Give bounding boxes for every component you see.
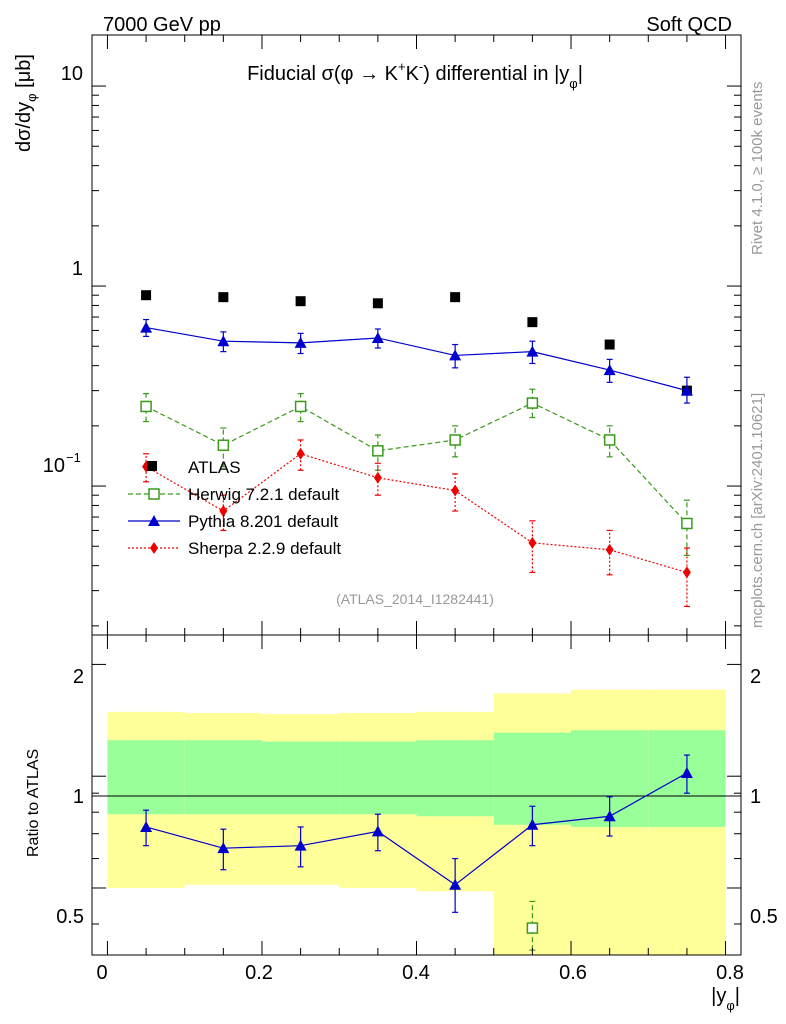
ratio-band-inner: [416, 740, 494, 817]
herwig-ratio-point: [526, 922, 539, 934]
main-y-axis-label: dσ/dyφ [μb]: [13, 54, 39, 152]
legend-label-atlas: ATLAS: [188, 458, 241, 477]
herwig-data-point: [217, 439, 230, 451]
pythia-ratio-point: [140, 820, 153, 832]
sherpa-data-point: [682, 566, 691, 579]
sherpa-data-point: [605, 543, 614, 556]
atlas-data-point: [527, 317, 538, 328]
xtick-label-0.4: 0.4: [402, 962, 430, 984]
atlas-data-point: [604, 339, 615, 350]
pythia-ratio-point: [680, 767, 693, 779]
atlas-data-point: [295, 296, 306, 307]
rivet-label: Rivet 4.1.0, ≥ 100k events: [749, 82, 766, 255]
pythia-data-point: [140, 321, 153, 333]
atlas-data-point: [141, 290, 152, 301]
main-data-layer: [140, 290, 693, 608]
pythia-ratio-line: [145, 772, 688, 886]
ratio-ticks: [92, 635, 741, 955]
herwig-data-point: [449, 434, 461, 446]
ratio-y-axis-label: Ratio to ATLAS: [25, 749, 42, 857]
ratio-band-inner: [261, 741, 340, 815]
ratio-ytick-label-left-1: 1: [73, 786, 84, 808]
legend-label-pythia: Pythia 8.201 default: [188, 512, 339, 531]
legend-marker-pythia: [148, 515, 160, 526]
sherpa-data-point: [296, 447, 305, 460]
main-ytick-label-0.1: 10: [43, 455, 65, 477]
ratio-ytick-label-right-2: 2: [750, 666, 761, 688]
atlas-data-point: [450, 292, 461, 303]
sherpa-data-point: [528, 536, 537, 549]
sherpa-data-point: [219, 505, 228, 518]
pythia-data-point: [449, 349, 462, 361]
mcplots-label: mcplots.cern.ch [arXiv:2401.10621]: [749, 393, 766, 628]
atlas-data-point: [372, 298, 383, 309]
main-ytick-label-10: 10: [61, 63, 83, 85]
herwig-data-point: [526, 397, 539, 409]
xtick-label-0: 0: [96, 962, 107, 984]
xtick-label-0.6: 0.6: [559, 962, 587, 984]
x-axis-label: |yφ|: [711, 985, 740, 1013]
legend-label-sherpa: Sherpa 2.2.9 default: [188, 539, 341, 558]
main-ytick-label-1: 1: [72, 258, 83, 280]
ratio-ytick-label-left-2: 2: [73, 666, 84, 688]
herwig-data-point: [681, 517, 693, 530]
ratio-ytick-label-right-0.5: 0.5: [750, 906, 778, 928]
plot-title: Fiducial σ(φ → K+K-) differential in |yφ…: [247, 59, 583, 91]
pythia-ratio-point: [526, 818, 539, 830]
pythia-data-point: [526, 345, 539, 357]
pythia-ratio-point: [603, 810, 616, 822]
pythia-ratio-point: [294, 839, 307, 851]
herwig-data-point: [372, 445, 384, 457]
pythia-ratio-point: [217, 842, 230, 854]
legend-marker-herwig: [148, 488, 160, 500]
legend: ATLAS Herwig 7.2.1 default Pythia 8.201 …: [128, 458, 341, 558]
pythia-data-point: [217, 335, 230, 347]
pythia-data-point: [371, 331, 384, 343]
sherpa-series-line: [145, 453, 688, 573]
pythia-data-point: [680, 384, 693, 396]
herwig-data-point: [140, 400, 152, 413]
xtick-label-0.8: 0.8: [716, 962, 744, 984]
ratio-bands: [107, 689, 726, 955]
sherpa-data-point: [451, 484, 460, 497]
ratio-band-inner: [107, 740, 185, 815]
pythia-ratio-point: [371, 825, 384, 837]
analysis-id: (ATLAS_2014_I1282441): [336, 591, 494, 607]
legend-marker-atlas: [147, 461, 157, 471]
herwig-series-line: [145, 402, 688, 524]
atlas-data-point: [218, 292, 229, 303]
herwig-data-point: [294, 400, 307, 413]
ratio-ytick-label-left-0.5: 0.5: [56, 906, 84, 928]
header-left: 7000 GeV pp: [103, 14, 221, 36]
ratio-ytick-label-right-1: 1: [750, 786, 761, 808]
pythia-data-point: [294, 336, 307, 348]
main-ticks: [92, 35, 741, 635]
main-ytick-label-exponent: −1: [66, 450, 81, 465]
pythia-ratio-point: [449, 878, 462, 890]
pythia-series-line: [145, 326, 688, 392]
legend-marker-sherpa: [150, 542, 158, 554]
xtick-label-0.2: 0.2: [245, 962, 273, 984]
ratio-panel: 2 1 0.5 2 1 0.5 0 0.2 0.4 0.6 0.8 |yφ|: [56, 634, 778, 1013]
herwig-data-point: [603, 434, 616, 446]
ratio-data-layer: [140, 754, 693, 951]
legend-label-herwig: Herwig 7.2.1 default: [188, 485, 339, 504]
ratio-band-inner: [339, 741, 417, 815]
pythia-data-point: [603, 364, 616, 376]
sherpa-data-point: [373, 471, 382, 484]
ratio-band-inner: [184, 740, 262, 815]
main-panel: 10 1 10 −1 ATLAS Herwig 7.2.1 default Py…: [43, 34, 742, 636]
header-right: Soft QCD: [646, 14, 732, 36]
